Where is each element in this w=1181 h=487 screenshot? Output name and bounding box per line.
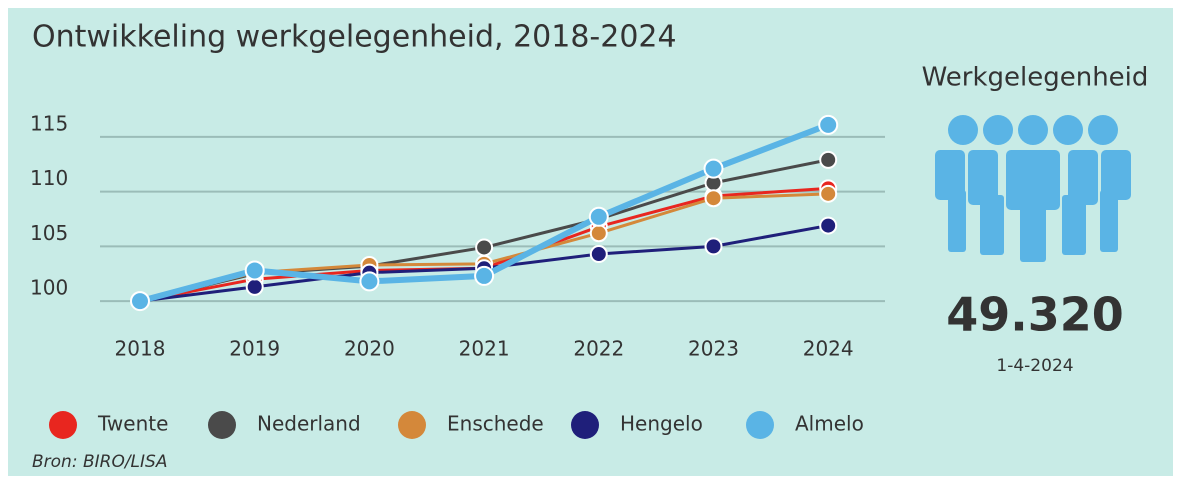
y-tick-label: 100 — [30, 276, 68, 300]
data-point — [703, 158, 724, 179]
legend-label: Almelo — [795, 412, 864, 436]
x-tick-label: 2021 — [459, 337, 510, 361]
legend-label: Nederland — [257, 412, 361, 436]
panel-value: 49.320 — [946, 288, 1124, 342]
data-point — [359, 271, 380, 292]
people-icon — [935, 115, 1131, 262]
panel-date: 1-4-2024 — [996, 356, 1073, 376]
legend-label: Enschede — [447, 412, 544, 436]
legend-swatch — [746, 411, 774, 439]
legend-swatch — [49, 411, 77, 439]
data-point — [244, 260, 265, 281]
data-point — [474, 265, 495, 286]
data-point — [819, 150, 838, 169]
data-point — [475, 238, 494, 257]
data-point — [589, 245, 608, 264]
data-point — [245, 277, 264, 296]
data-point — [704, 237, 723, 256]
legend-swatch — [398, 411, 426, 439]
data-point — [589, 224, 608, 243]
panel-title: Werkgelegenheid — [922, 63, 1149, 93]
chart-title: Ontwikkeling werkgelegenheid, 2018-2024 — [32, 20, 677, 55]
y-tick-label: 110 — [30, 166, 68, 190]
y-tick-label: 115 — [30, 111, 68, 135]
legend-swatch — [208, 411, 236, 439]
legend-swatch — [571, 411, 599, 439]
legend-label: Hengelo — [620, 412, 703, 436]
data-point — [819, 216, 838, 235]
data-point — [704, 189, 723, 208]
x-tick-label: 2020 — [344, 337, 395, 361]
data-point — [819, 184, 838, 203]
x-tick-label: 2024 — [803, 337, 854, 361]
data-point — [588, 206, 609, 227]
y-tick-label: 105 — [30, 221, 68, 245]
background — [8, 8, 1173, 476]
data-point — [818, 114, 839, 135]
x-tick-label: 2019 — [229, 337, 280, 361]
x-tick-label: 2018 — [115, 337, 166, 361]
legend-label: Twente — [97, 412, 168, 436]
source: Bron: BIRO/LISA — [32, 452, 167, 472]
x-tick-label: 2023 — [688, 337, 739, 361]
data-point — [130, 291, 150, 312]
x-tick-label: 2022 — [573, 337, 624, 361]
